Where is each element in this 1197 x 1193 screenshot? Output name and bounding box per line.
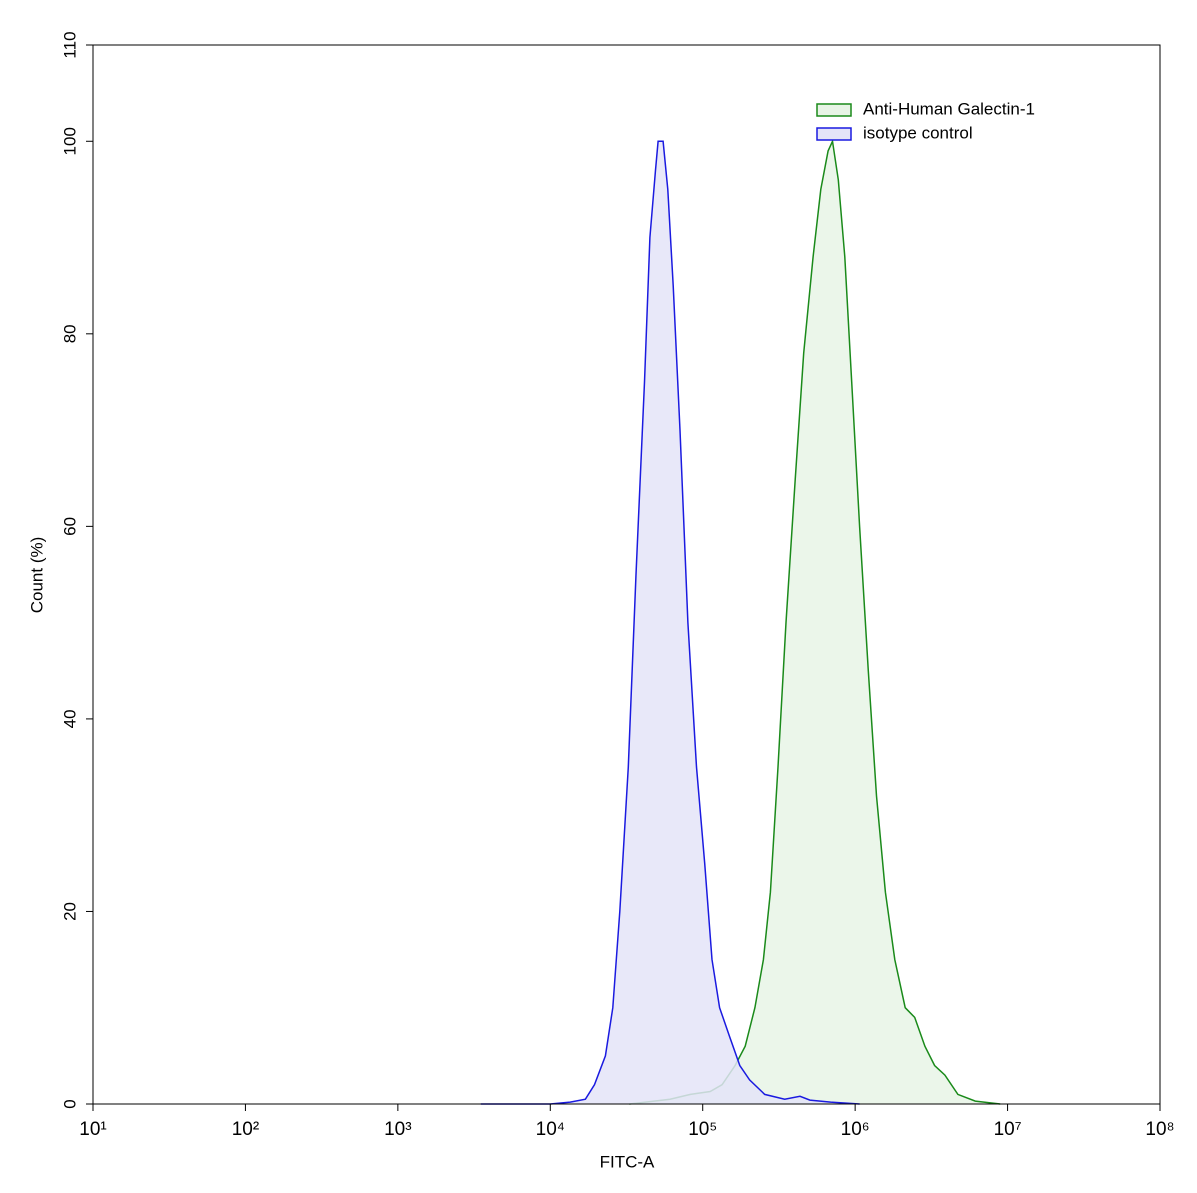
- y-tick-label: 60: [60, 517, 79, 536]
- area-fill: [480, 141, 860, 1105]
- y-tick-label: 110: [60, 31, 79, 58]
- legend-swatch: [816, 103, 852, 117]
- x-tick-label: 10⁶: [841, 1119, 870, 1140]
- x-tick-label: 10³: [384, 1119, 411, 1140]
- area-fill: [629, 141, 1001, 1105]
- legend-swatch: [816, 127, 852, 141]
- x-axis-label: FITC-A: [600, 1152, 655, 1171]
- series-line: [480, 140, 860, 1105]
- series-line: [629, 138, 1001, 1105]
- y-tick-label: 100: [60, 127, 79, 155]
- x-tick-label: 10⁸: [1145, 1119, 1174, 1140]
- y-tick-label: 40: [60, 709, 79, 728]
- legend-label: Anti-Human Galectin-1: [863, 99, 1035, 118]
- plot-frame: [92, 44, 1161, 1105]
- y-tick-label: 20: [60, 902, 79, 921]
- y-tick-label: 0: [60, 1099, 79, 1108]
- x-tick-label: 10⁷: [994, 1119, 1022, 1140]
- x-tick-label: 10⁵: [688, 1119, 717, 1140]
- legend-label: isotype control: [863, 123, 973, 142]
- x-tick-label: 10¹: [79, 1119, 106, 1140]
- y-tick-label: 80: [60, 324, 79, 343]
- y-axis-label: Count (%): [27, 537, 46, 614]
- x-tick-label: 10²: [232, 1119, 259, 1140]
- x-tick-label: 10⁴: [536, 1119, 565, 1140]
